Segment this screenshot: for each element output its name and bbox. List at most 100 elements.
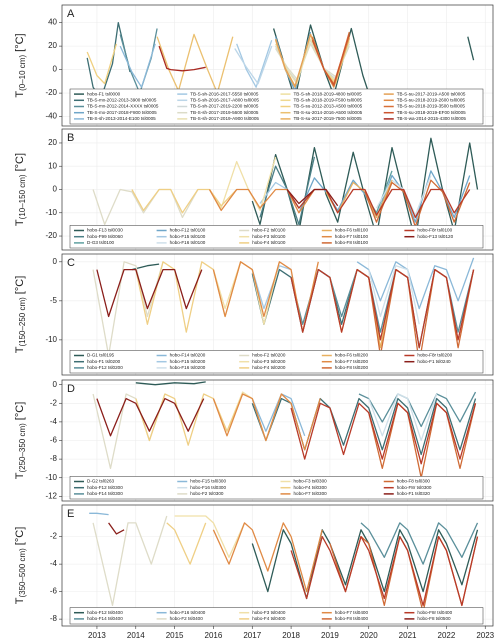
y-tick-label: 0 bbox=[53, 65, 58, 74]
series-line bbox=[86, 43, 118, 85]
legend-label: hobo-F14 tsl0400 bbox=[87, 616, 123, 621]
legend-label: TB-S-sh-2013-2014-E100 tsl0005 bbox=[87, 116, 156, 121]
legend-label: hobo-F3 tsl0400 bbox=[252, 610, 286, 615]
legend-label: TB-S-su-2014-2016-A500 tsl0005 bbox=[294, 110, 363, 115]
legend-label: hobo-F2 tsl0200 bbox=[252, 353, 286, 358]
legend-label: hobo-F8r tsl0100 bbox=[417, 228, 452, 233]
x-tick-label: 2015 bbox=[166, 631, 184, 640]
legend-label: TB-S-su-2017-2019-7500 tsl0005 bbox=[294, 116, 363, 121]
legend-label: hobo-F1 tsl0240 bbox=[417, 359, 451, 364]
legend-label: hobo-F16 tsl0300 bbox=[190, 485, 226, 490]
y-tick-label: -2 bbox=[50, 398, 58, 407]
series-line bbox=[290, 402, 477, 465]
series-group bbox=[92, 257, 475, 364]
series-line bbox=[290, 535, 479, 607]
x-tick-label: 2017 bbox=[243, 631, 261, 640]
series-line bbox=[358, 391, 477, 428]
y-label-main: T bbox=[14, 346, 26, 353]
y-tick-label: -10 bbox=[45, 208, 57, 217]
legend-box bbox=[69, 225, 484, 249]
legend-label: hobo-F14 tsl0200 bbox=[170, 353, 206, 358]
series-line bbox=[166, 522, 207, 565]
legend-label: TB-S-sh-2018-2019-F500 tsl0005 bbox=[294, 98, 363, 103]
series-line bbox=[156, 33, 234, 94]
legend-label: TB-S-mx-2017-2018-F800 tsl0005 bbox=[87, 110, 157, 115]
legend-label: TB-S-sh-2017-2019-5600 tsl0005 bbox=[190, 110, 259, 115]
series-line bbox=[119, 43, 156, 88]
legend-label: TB-S-su-2018-2019-EF00 tsl0005 bbox=[397, 110, 466, 115]
x-tick-label: 2020 bbox=[360, 631, 378, 640]
legend-label: hobo-F13 tsl0120 bbox=[417, 234, 453, 239]
series-line bbox=[311, 34, 350, 86]
y-label-main: T bbox=[14, 472, 26, 479]
y-label-main: T bbox=[14, 597, 26, 604]
series-line bbox=[356, 257, 475, 310]
legend-label: hobo-F4 tsl0100 bbox=[252, 240, 286, 245]
legend-label: TB-S-su-2012-2013-A500 tsl0005 bbox=[294, 104, 363, 109]
legend-label: TB-S-su-2018-2019-3500 tsl0005 bbox=[397, 104, 466, 109]
legend-label: hobo-F12 tsl0300 bbox=[87, 485, 123, 490]
y-tick-label: -2 bbox=[50, 532, 58, 541]
series-line bbox=[92, 515, 168, 607]
legend-label: hobo-F3 tsl0300 bbox=[294, 479, 328, 484]
plot-frame bbox=[61, 4, 494, 127]
y-label-sub: (150–250 cm) bbox=[18, 297, 27, 347]
series-line bbox=[251, 268, 382, 341]
series-line bbox=[174, 515, 246, 558]
y-tick-label: 20 bbox=[48, 41, 57, 50]
y-tick-label: -10 bbox=[45, 335, 57, 344]
series-line bbox=[212, 391, 283, 442]
series-line bbox=[96, 268, 203, 318]
panel-label: B bbox=[67, 132, 74, 144]
x-tick-label: 2023 bbox=[476, 631, 494, 640]
y-tick-label: -40 bbox=[45, 112, 57, 121]
legend-label: D-G3 tsl0100 bbox=[87, 240, 115, 245]
y-label-unit: [°C] bbox=[14, 153, 26, 171]
legend-label: hobo-F8 tsl0400 bbox=[335, 616, 369, 621]
series-line bbox=[208, 156, 277, 212]
panel: -40 -20 0 20 40 A T(0–10 cm) [°C] hobo-F1 tsl000… bbox=[14, 4, 494, 127]
panel-label: A bbox=[67, 8, 75, 20]
y-tick-label: -10 bbox=[45, 473, 57, 482]
legend-label: hobo-F8r tsl0300 bbox=[397, 485, 432, 490]
y-tick-label: -8 bbox=[50, 614, 58, 623]
legend-label: hobo-F8r tsl0200 bbox=[417, 353, 452, 358]
legend-label: TB-S-su-2017-2019-A500 tsl0005 bbox=[397, 91, 466, 96]
legend-label: hobo-F2 tsl0300 bbox=[190, 491, 224, 496]
legend-label: hobo-F15 tsl0300 bbox=[190, 479, 226, 484]
legend-label: hobo-F13 tsl0030 bbox=[87, 228, 123, 233]
y-tick-label: -8 bbox=[50, 454, 58, 463]
series-line bbox=[89, 512, 109, 516]
legend-label: hobo-F15 tsl0100 bbox=[170, 234, 206, 239]
series-line bbox=[212, 522, 323, 593]
legend-label: TB-S-mx-2012-2013-3900 tsl0005 bbox=[87, 98, 157, 103]
legend-label: hobo-F16 tsl0100 bbox=[170, 240, 206, 245]
legend-label: hobo-F4 tsl0200 bbox=[252, 365, 286, 370]
y-tick-label: 0 bbox=[53, 257, 58, 266]
legend-label: hobo-F7 tsl0100 bbox=[335, 234, 369, 239]
series-line bbox=[274, 33, 350, 88]
series-line bbox=[135, 393, 244, 446]
legend-label: hobo-F15 tsl0200 bbox=[170, 359, 206, 364]
x-tick-label: 2016 bbox=[205, 631, 223, 640]
x-tick-label: 2014 bbox=[127, 631, 145, 640]
legend-label: hobo-F8 tsl0200 bbox=[335, 365, 369, 370]
y-axis-label: T(10–150 cm) [°C] bbox=[14, 153, 27, 226]
legend-label: TB-S-sh-2016-2017-5550 tsl0005 bbox=[190, 91, 259, 96]
legend-box bbox=[69, 607, 484, 625]
legend-label: TB-S-su-2018-2019-2600 tsl0005 bbox=[397, 98, 466, 103]
panel-label: E bbox=[67, 508, 74, 520]
series-line bbox=[135, 381, 206, 386]
y-tick-label: -6 bbox=[50, 587, 58, 596]
legend-box bbox=[69, 350, 484, 374]
series-line bbox=[259, 181, 300, 209]
legend-label: hobo-F6 tsl0200 bbox=[335, 353, 369, 358]
y-label-sub: (10–150 cm) bbox=[18, 174, 27, 219]
legend-label: hobo-F1 tsl0200 bbox=[87, 359, 121, 364]
series-line bbox=[360, 522, 479, 565]
series-line bbox=[108, 522, 125, 535]
series-line bbox=[236, 39, 273, 88]
y-axis-label: T(350–500 cm) [°C] bbox=[14, 527, 27, 605]
x-tick-label: 2018 bbox=[282, 631, 300, 640]
plot-frame bbox=[61, 253, 494, 376]
